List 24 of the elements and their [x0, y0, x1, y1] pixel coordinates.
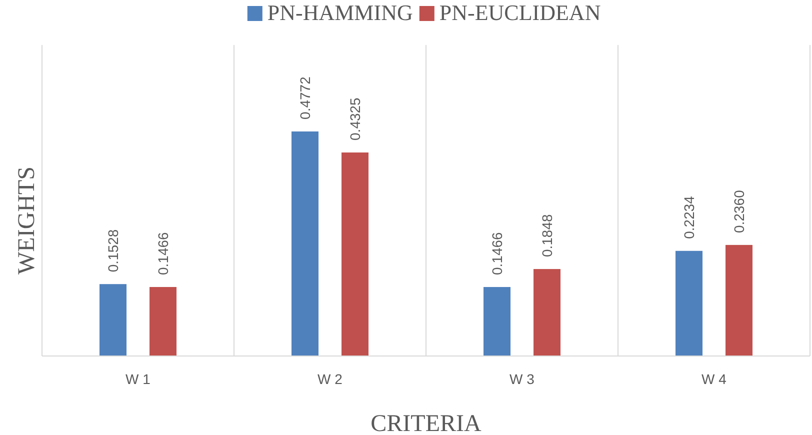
data-label: 0.1466 — [489, 232, 505, 276]
data-label: 0.1528 — [105, 229, 121, 272]
data-label: 0.4325 — [347, 97, 363, 140]
x-tick-label: W 4 — [702, 371, 727, 387]
data-label: 0.4772 — [297, 76, 313, 120]
data-label: 0.1848 — [539, 214, 555, 258]
bar — [534, 269, 560, 356]
data-label: 0.2234 — [681, 196, 697, 239]
bar — [676, 250, 702, 356]
y-axis-title: WEIGHTS — [14, 166, 40, 274]
bar — [292, 131, 318, 356]
bar — [342, 152, 368, 356]
data-label: 0.2360 — [731, 190, 747, 233]
x-axis-title: CRITERIA — [370, 411, 482, 435]
bar — [726, 244, 752, 356]
bar — [100, 284, 126, 356]
x-tick-label: W 1 — [126, 371, 151, 387]
bar — [150, 287, 176, 356]
x-tick-label: W 2 — [318, 371, 343, 387]
x-tick-label: W 3 — [510, 371, 535, 387]
bar — [484, 287, 510, 356]
legend-label: PN-EUCLIDEAN — [439, 0, 601, 25]
data-label: 0.1466 — [155, 232, 171, 276]
legend-label: PN-HAMMING — [267, 0, 413, 25]
